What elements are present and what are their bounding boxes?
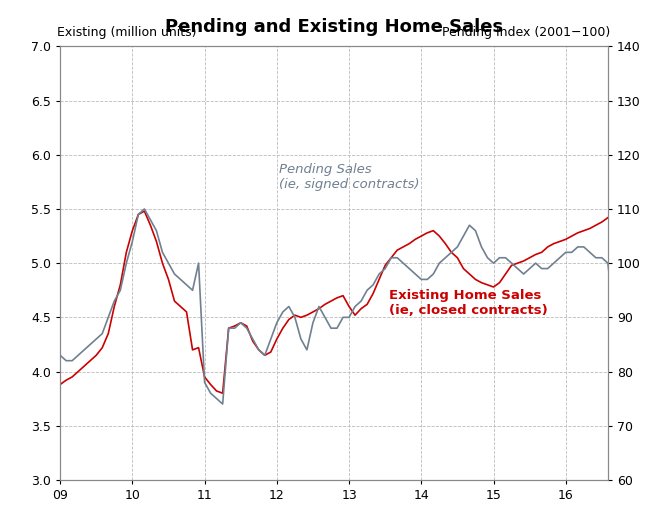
- Text: Pending and Existing Home Sales: Pending and Existing Home Sales: [165, 18, 503, 36]
- Text: Pending Index (2001−100): Pending Index (2001−100): [442, 26, 611, 39]
- Text: Existing (million units): Existing (million units): [57, 26, 197, 39]
- Text: Existing Home Sales
(ie, closed contracts): Existing Home Sales (ie, closed contract…: [389, 289, 548, 317]
- Text: Pending Sales
(ie, signed contracts): Pending Sales (ie, signed contracts): [279, 164, 420, 191]
